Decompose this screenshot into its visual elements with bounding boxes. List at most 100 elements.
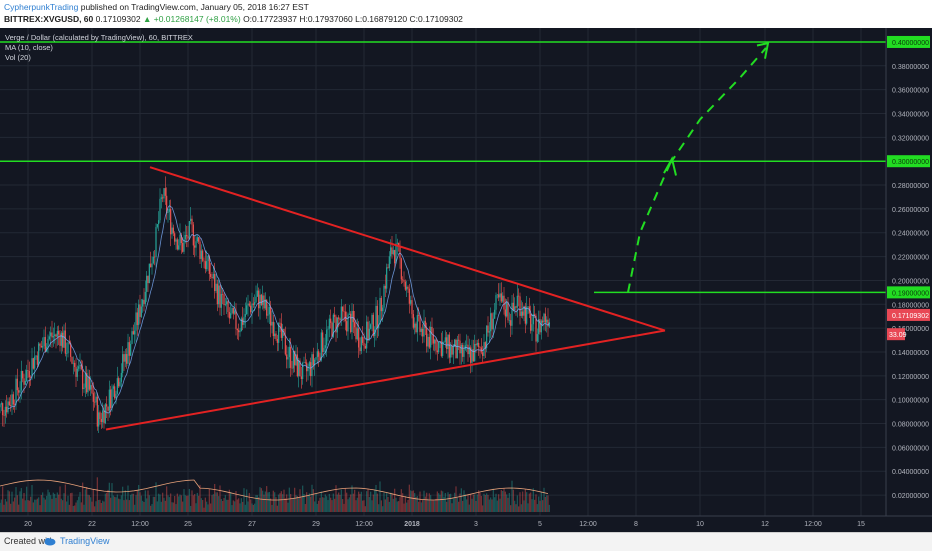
- candle-body: [238, 330, 240, 333]
- candle-body: [347, 314, 349, 332]
- candle-body: [84, 373, 86, 388]
- volume-bar: [207, 504, 209, 512]
- volume-bar: [27, 500, 29, 512]
- volume-bar: [80, 502, 82, 512]
- candle-body: [52, 336, 54, 338]
- volume-bar: [275, 497, 277, 512]
- volume-bar: [226, 499, 228, 512]
- volume-bar: [102, 500, 104, 512]
- volume-bar: [76, 500, 78, 512]
- volume-bar: [88, 495, 90, 512]
- candle-body: [356, 328, 358, 340]
- volume-bar: [322, 497, 324, 512]
- candle-body: [114, 386, 116, 399]
- candle-body: [142, 299, 144, 307]
- volume-bar: [30, 496, 32, 512]
- volume-bar: [130, 494, 132, 512]
- candle-body: [488, 331, 490, 333]
- volume-bar: [94, 506, 96, 512]
- candle-body: [143, 299, 145, 304]
- volume-bar: [400, 489, 402, 512]
- candle-body: [380, 297, 382, 312]
- candle-body: [504, 309, 506, 317]
- candle-body: [278, 322, 280, 343]
- y-tick-label: 0.02000000: [892, 493, 929, 500]
- time-axis: 20 22 12:00 25 27 29 12:00 2018 3 5 12:00 8 10 12 12:0…: [0, 515, 932, 528]
- candle-body: [243, 316, 245, 325]
- candle-body: [444, 337, 446, 342]
- candle-body: [484, 342, 486, 349]
- candle-body: [26, 370, 28, 381]
- candle-body: [458, 339, 460, 341]
- volume-bar: [279, 493, 281, 512]
- volume-bar: [342, 499, 344, 512]
- candle-body: [102, 410, 104, 423]
- volume-bar: [438, 493, 440, 512]
- candle-body: [267, 314, 269, 316]
- volume-bar: [334, 498, 336, 512]
- chart-area[interactable]: 0.40000000 0.38000000 0.36000000 0.34000000…: [0, 28, 932, 532]
- volume-bar: [248, 492, 250, 512]
- candle-body: [163, 188, 165, 199]
- candle-body: [50, 332, 52, 337]
- volume-bar: [479, 492, 481, 512]
- candle-body: [134, 330, 136, 335]
- candle-body: [40, 345, 42, 348]
- candle-body: [548, 322, 550, 327]
- legend-item: MA (10, close): [5, 43, 53, 52]
- candle-body: [234, 310, 236, 314]
- volume-bar: [132, 493, 134, 512]
- x-tick-label: 22: [88, 521, 96, 528]
- candle-body: [511, 302, 513, 326]
- candle-body: [200, 250, 202, 259]
- volume-bar: [527, 503, 529, 512]
- volume-bar: [270, 498, 272, 512]
- volume-bar: [368, 497, 370, 512]
- candle-body: [174, 233, 176, 242]
- volume-bar: [331, 500, 333, 512]
- legend: Verge / Dollar (calculated by TradingVie…: [5, 33, 193, 62]
- volume-bar: [123, 500, 125, 512]
- candle-body: [424, 320, 426, 328]
- tradingview-link[interactable]: TradingView: [60, 536, 110, 546]
- author-link[interactable]: CypherpunkTrading: [4, 2, 79, 12]
- candle-body: [119, 381, 121, 387]
- candle-body: [210, 273, 212, 277]
- candle-body: [6, 406, 8, 413]
- volume-bar: [286, 494, 288, 512]
- candle-body: [415, 323, 417, 333]
- volume-bar: [32, 502, 34, 512]
- volume-bar: [50, 495, 52, 512]
- volume-bar: [407, 499, 409, 512]
- candle-body: [199, 241, 201, 259]
- candle-body: [334, 314, 336, 317]
- volume-bar: [159, 494, 161, 512]
- volume-bar: [154, 496, 156, 512]
- candle-body: [520, 311, 522, 316]
- volume-bar: [375, 484, 377, 512]
- volume-bar: [339, 494, 341, 512]
- candle-body: [19, 390, 21, 393]
- candle-body: [76, 368, 78, 377]
- candle-body: [475, 343, 477, 346]
- volume-bar: [356, 497, 358, 512]
- x-tick-label: 29: [312, 521, 320, 528]
- candle-body: [11, 394, 13, 406]
- volume-bar: [172, 502, 174, 512]
- price-chart[interactable]: 0.40000000 0.38000000 0.36000000 0.34000000…: [0, 28, 932, 532]
- candle-body: [366, 321, 368, 349]
- volume-bar: [340, 489, 342, 512]
- candle-body: [190, 218, 192, 222]
- volume-bar: [419, 491, 421, 512]
- candle-body: [131, 331, 133, 344]
- volume-bar: [499, 498, 501, 512]
- volume-bar: [242, 501, 244, 512]
- candle-body: [503, 295, 505, 310]
- candle-body: [463, 349, 465, 357]
- overlays: [0, 41, 886, 431]
- volume-bar: [79, 492, 81, 512]
- volume-bar: [426, 492, 428, 512]
- volume-bar: [544, 496, 546, 512]
- candle-body: [408, 288, 410, 304]
- candle-body: [3, 415, 5, 416]
